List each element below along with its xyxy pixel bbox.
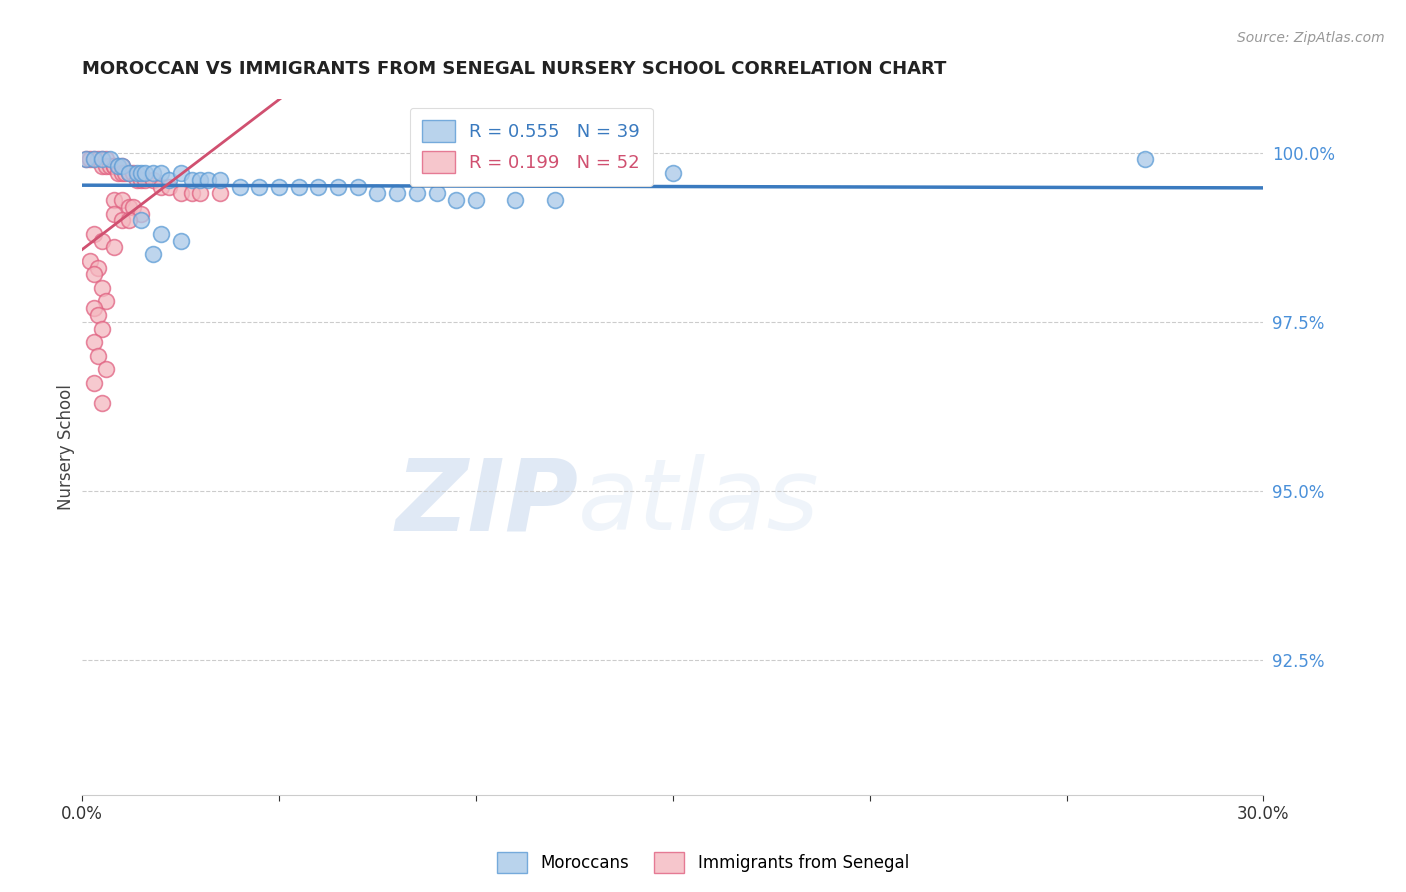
Point bbox=[208, 173, 231, 187]
Point bbox=[110, 213, 132, 227]
Point bbox=[87, 153, 110, 167]
Point bbox=[83, 301, 105, 316]
Point bbox=[87, 308, 110, 322]
Point bbox=[287, 179, 309, 194]
Point bbox=[110, 159, 132, 173]
Point bbox=[83, 376, 105, 390]
Text: atlas: atlas bbox=[578, 454, 820, 551]
Point bbox=[425, 186, 447, 201]
Point bbox=[75, 153, 97, 167]
Point bbox=[110, 159, 132, 173]
Point bbox=[98, 159, 121, 173]
Point bbox=[122, 200, 145, 214]
Point bbox=[87, 260, 110, 275]
Y-axis label: Nursery School: Nursery School bbox=[58, 384, 75, 509]
Point bbox=[103, 159, 125, 173]
Point bbox=[90, 153, 112, 167]
Point bbox=[103, 240, 125, 254]
Point bbox=[129, 173, 152, 187]
Point bbox=[110, 166, 132, 180]
Point bbox=[83, 153, 105, 167]
Legend: R = 0.555   N = 39, R = 0.199   N = 52: R = 0.555 N = 39, R = 0.199 N = 52 bbox=[409, 108, 652, 186]
Point bbox=[90, 153, 112, 167]
Point bbox=[90, 396, 112, 410]
Point bbox=[181, 173, 204, 187]
Point bbox=[149, 166, 172, 180]
Point bbox=[134, 173, 156, 187]
Point bbox=[94, 294, 117, 309]
Point bbox=[181, 186, 204, 201]
Point bbox=[118, 166, 141, 180]
Point bbox=[98, 153, 121, 167]
Point bbox=[127, 166, 149, 180]
Point bbox=[444, 193, 467, 207]
Point bbox=[118, 166, 141, 180]
Point bbox=[142, 247, 165, 261]
Point bbox=[94, 362, 117, 376]
Text: ZIP: ZIP bbox=[395, 454, 578, 551]
Point bbox=[543, 193, 565, 207]
Point bbox=[129, 213, 152, 227]
Point bbox=[90, 281, 112, 295]
Point bbox=[118, 213, 141, 227]
Point bbox=[149, 227, 172, 241]
Text: Source: ZipAtlas.com: Source: ZipAtlas.com bbox=[1237, 31, 1385, 45]
Point bbox=[90, 321, 112, 335]
Point bbox=[149, 179, 172, 194]
Point bbox=[142, 173, 165, 187]
Point bbox=[129, 206, 152, 220]
Point bbox=[169, 166, 191, 180]
Point bbox=[118, 200, 141, 214]
Point bbox=[79, 253, 101, 268]
Legend: Moroccans, Immigrants from Senegal: Moroccans, Immigrants from Senegal bbox=[491, 846, 915, 880]
Point bbox=[169, 186, 191, 201]
Point bbox=[79, 153, 101, 167]
Point bbox=[385, 186, 408, 201]
Point bbox=[307, 179, 329, 194]
Point bbox=[103, 159, 125, 173]
Point bbox=[228, 179, 250, 194]
Point bbox=[94, 159, 117, 173]
Point bbox=[103, 193, 125, 207]
Point bbox=[366, 186, 388, 201]
Point bbox=[326, 179, 349, 194]
Point bbox=[134, 166, 156, 180]
Point bbox=[103, 206, 125, 220]
Point bbox=[107, 166, 129, 180]
Point bbox=[107, 159, 129, 173]
Point bbox=[157, 173, 180, 187]
Point bbox=[208, 186, 231, 201]
Point bbox=[94, 153, 117, 167]
Point bbox=[83, 153, 105, 167]
Point bbox=[122, 166, 145, 180]
Point bbox=[110, 193, 132, 207]
Text: MOROCCAN VS IMMIGRANTS FROM SENEGAL NURSERY SCHOOL CORRELATION CHART: MOROCCAN VS IMMIGRANTS FROM SENEGAL NURS… bbox=[82, 60, 946, 78]
Point bbox=[346, 179, 368, 194]
Point bbox=[247, 179, 270, 194]
Point bbox=[127, 173, 149, 187]
Point bbox=[107, 159, 129, 173]
Point bbox=[503, 193, 526, 207]
Point bbox=[464, 193, 486, 207]
Point bbox=[75, 153, 97, 167]
Point bbox=[405, 186, 427, 201]
Point bbox=[188, 186, 211, 201]
Point bbox=[142, 166, 165, 180]
Point bbox=[197, 173, 219, 187]
Point bbox=[662, 166, 685, 180]
Point bbox=[129, 166, 152, 180]
Point bbox=[157, 179, 180, 194]
Point bbox=[87, 349, 110, 363]
Point bbox=[90, 159, 112, 173]
Point bbox=[114, 166, 136, 180]
Point bbox=[169, 234, 191, 248]
Point bbox=[1135, 153, 1157, 167]
Point bbox=[83, 268, 105, 282]
Point bbox=[83, 334, 105, 349]
Point bbox=[83, 227, 105, 241]
Point bbox=[90, 234, 112, 248]
Point bbox=[267, 179, 290, 194]
Point bbox=[188, 173, 211, 187]
